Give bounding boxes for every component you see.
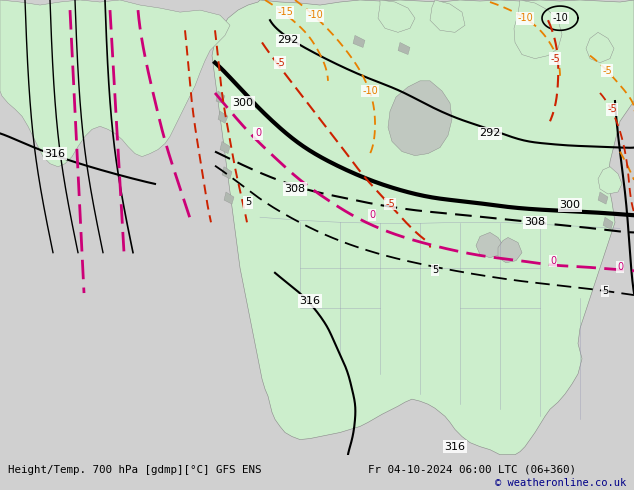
Text: -15: -15 bbox=[277, 7, 293, 17]
Text: 300: 300 bbox=[559, 200, 581, 210]
Text: -5: -5 bbox=[550, 53, 560, 64]
Text: 308: 308 bbox=[524, 217, 546, 227]
Polygon shape bbox=[224, 192, 234, 204]
Text: -5: -5 bbox=[607, 104, 617, 114]
Polygon shape bbox=[222, 167, 232, 179]
Text: 0: 0 bbox=[255, 128, 261, 138]
Polygon shape bbox=[598, 192, 608, 204]
Text: 0: 0 bbox=[369, 210, 375, 220]
Polygon shape bbox=[398, 43, 410, 54]
Polygon shape bbox=[0, 0, 230, 167]
Text: Fr 04-10-2024 06:00 LTC (06+360): Fr 04-10-2024 06:00 LTC (06+360) bbox=[368, 465, 576, 475]
Text: -10: -10 bbox=[362, 86, 378, 96]
Text: -5: -5 bbox=[275, 58, 285, 68]
Text: Height/Temp. 700 hPa [gdmp][°C] GFS ENS: Height/Temp. 700 hPa [gdmp][°C] GFS ENS bbox=[8, 465, 261, 475]
Polygon shape bbox=[586, 32, 614, 63]
Text: -10: -10 bbox=[517, 13, 533, 23]
Text: 292: 292 bbox=[277, 35, 299, 46]
Text: 300: 300 bbox=[233, 98, 254, 108]
Polygon shape bbox=[212, 0, 634, 455]
Polygon shape bbox=[388, 81, 452, 156]
Text: 292: 292 bbox=[479, 128, 501, 138]
Polygon shape bbox=[220, 142, 230, 153]
Text: 5: 5 bbox=[245, 197, 251, 207]
Polygon shape bbox=[514, 0, 562, 59]
Text: 0: 0 bbox=[550, 256, 556, 266]
Text: 316: 316 bbox=[299, 296, 321, 306]
Polygon shape bbox=[216, 91, 225, 103]
Text: -5: -5 bbox=[602, 66, 612, 76]
Text: 316: 316 bbox=[44, 148, 65, 159]
Polygon shape bbox=[598, 167, 622, 194]
Polygon shape bbox=[378, 0, 415, 32]
Text: 5: 5 bbox=[432, 265, 438, 275]
Text: -10: -10 bbox=[552, 13, 568, 23]
Polygon shape bbox=[603, 217, 613, 229]
Polygon shape bbox=[430, 0, 465, 32]
Text: 5: 5 bbox=[602, 286, 608, 296]
Text: 316: 316 bbox=[444, 441, 465, 452]
Text: 0: 0 bbox=[617, 262, 623, 272]
Text: -10: -10 bbox=[307, 10, 323, 20]
Text: -5: -5 bbox=[385, 199, 395, 209]
Polygon shape bbox=[476, 232, 504, 258]
Polygon shape bbox=[353, 35, 365, 48]
Polygon shape bbox=[218, 111, 228, 123]
Text: 308: 308 bbox=[285, 184, 306, 194]
Text: © weatheronline.co.uk: © weatheronline.co.uk bbox=[495, 478, 626, 488]
Polygon shape bbox=[498, 238, 522, 263]
